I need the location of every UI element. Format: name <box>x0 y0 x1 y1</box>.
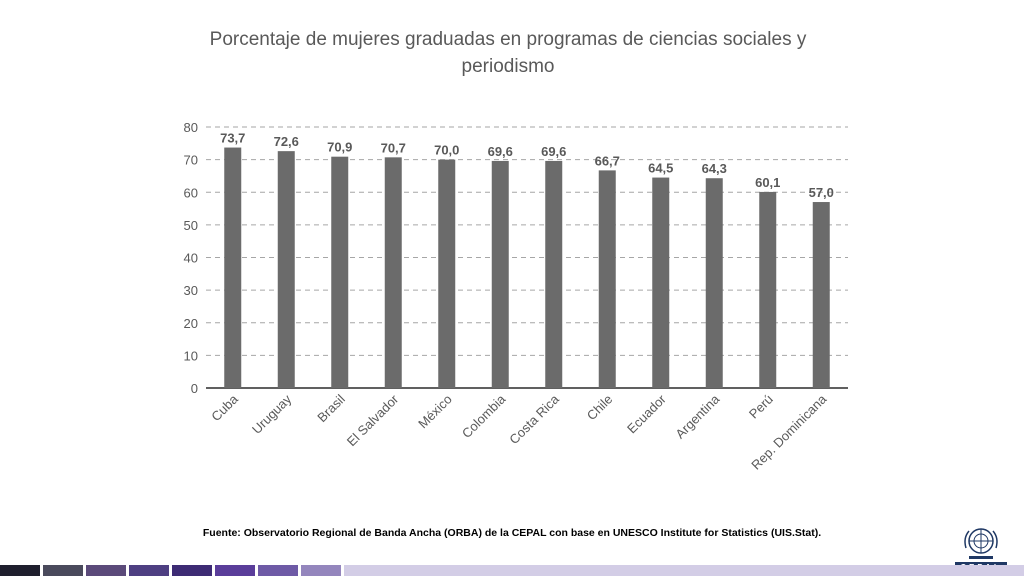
bar <box>598 170 616 388</box>
x-tick-label: Perú <box>746 392 776 422</box>
chart-title: Porcentaje de mujeres graduadas en progr… <box>208 26 808 80</box>
x-tick-label: Uruguay <box>249 391 295 437</box>
x-tick-label: El Salvador <box>344 391 402 449</box>
bar <box>331 156 349 388</box>
footer-stripe-segment <box>301 565 341 576</box>
data-label: 66,7 <box>595 153 620 168</box>
footer-stripe-segment <box>43 565 83 576</box>
data-label: 69,6 <box>541 144 566 159</box>
data-label: 60,1 <box>755 175 780 190</box>
x-tick-label: Argentina <box>672 391 723 442</box>
bar <box>277 151 295 388</box>
bar-chart: 0 10 20 30 40 50 60 70 80 73,7 Cuba 72,6 Uruguay 70,9… <box>184 120 848 473</box>
footer-stripe-segment <box>258 565 298 576</box>
y-tick-label: 20 <box>184 316 198 331</box>
chart-title-line1: Porcentaje de mujeres graduadas en progr… <box>209 29 807 50</box>
data-label: 64,5 <box>648 161 673 176</box>
bar <box>759 191 777 388</box>
y-tick-label: 40 <box>184 251 198 266</box>
source-note: Fuente: Observatorio Regional de Banda A… <box>202 527 822 539</box>
y-tick-label: 80 <box>184 120 198 135</box>
bar <box>545 160 563 388</box>
data-label: 64,3 <box>702 161 727 176</box>
data-label: 73,7 <box>220 131 245 146</box>
y-tick-label: 0 <box>191 381 198 396</box>
bar <box>438 159 456 388</box>
bar <box>224 147 242 388</box>
x-tick-label: Cuba <box>208 391 241 424</box>
data-label: 72,6 <box>274 134 299 149</box>
y-tick-label: 30 <box>184 283 198 298</box>
footer-stripe-segment <box>129 565 169 576</box>
footer-stripe-segment <box>86 565 126 576</box>
bar <box>705 178 723 388</box>
footer-stripe-segment <box>215 565 255 576</box>
data-label: 70,7 <box>381 140 406 155</box>
y-tick-label: 70 <box>184 153 198 168</box>
data-label: 69,6 <box>488 144 513 159</box>
un-emblem-icon <box>964 528 998 559</box>
x-tick-label: Costa Rica <box>506 391 562 447</box>
bar <box>384 157 402 388</box>
x-tick-label: Brasil <box>314 391 348 425</box>
x-tick-label: Ecuador <box>624 391 669 436</box>
bar <box>812 202 830 388</box>
x-tick-label: Colombia <box>459 391 509 441</box>
data-label: 70,9 <box>327 140 352 155</box>
chart-title-line2: periodismo <box>461 56 555 77</box>
bar <box>652 177 670 388</box>
data-label: 57,0 <box>809 185 834 200</box>
footer-stripe-segment <box>0 565 40 576</box>
footer-stripe-segment <box>344 565 1024 576</box>
y-tick-label: 10 <box>184 348 198 363</box>
y-tick-label: 50 <box>184 218 198 233</box>
x-tick-label: Chile <box>584 392 616 424</box>
data-label: 70,0 <box>434 143 459 158</box>
footer-stripe-segment <box>172 565 212 576</box>
x-tick-label: México <box>415 392 455 432</box>
footer-stripe <box>0 565 1024 576</box>
y-tick-label: 60 <box>184 185 198 200</box>
bar <box>491 160 509 388</box>
